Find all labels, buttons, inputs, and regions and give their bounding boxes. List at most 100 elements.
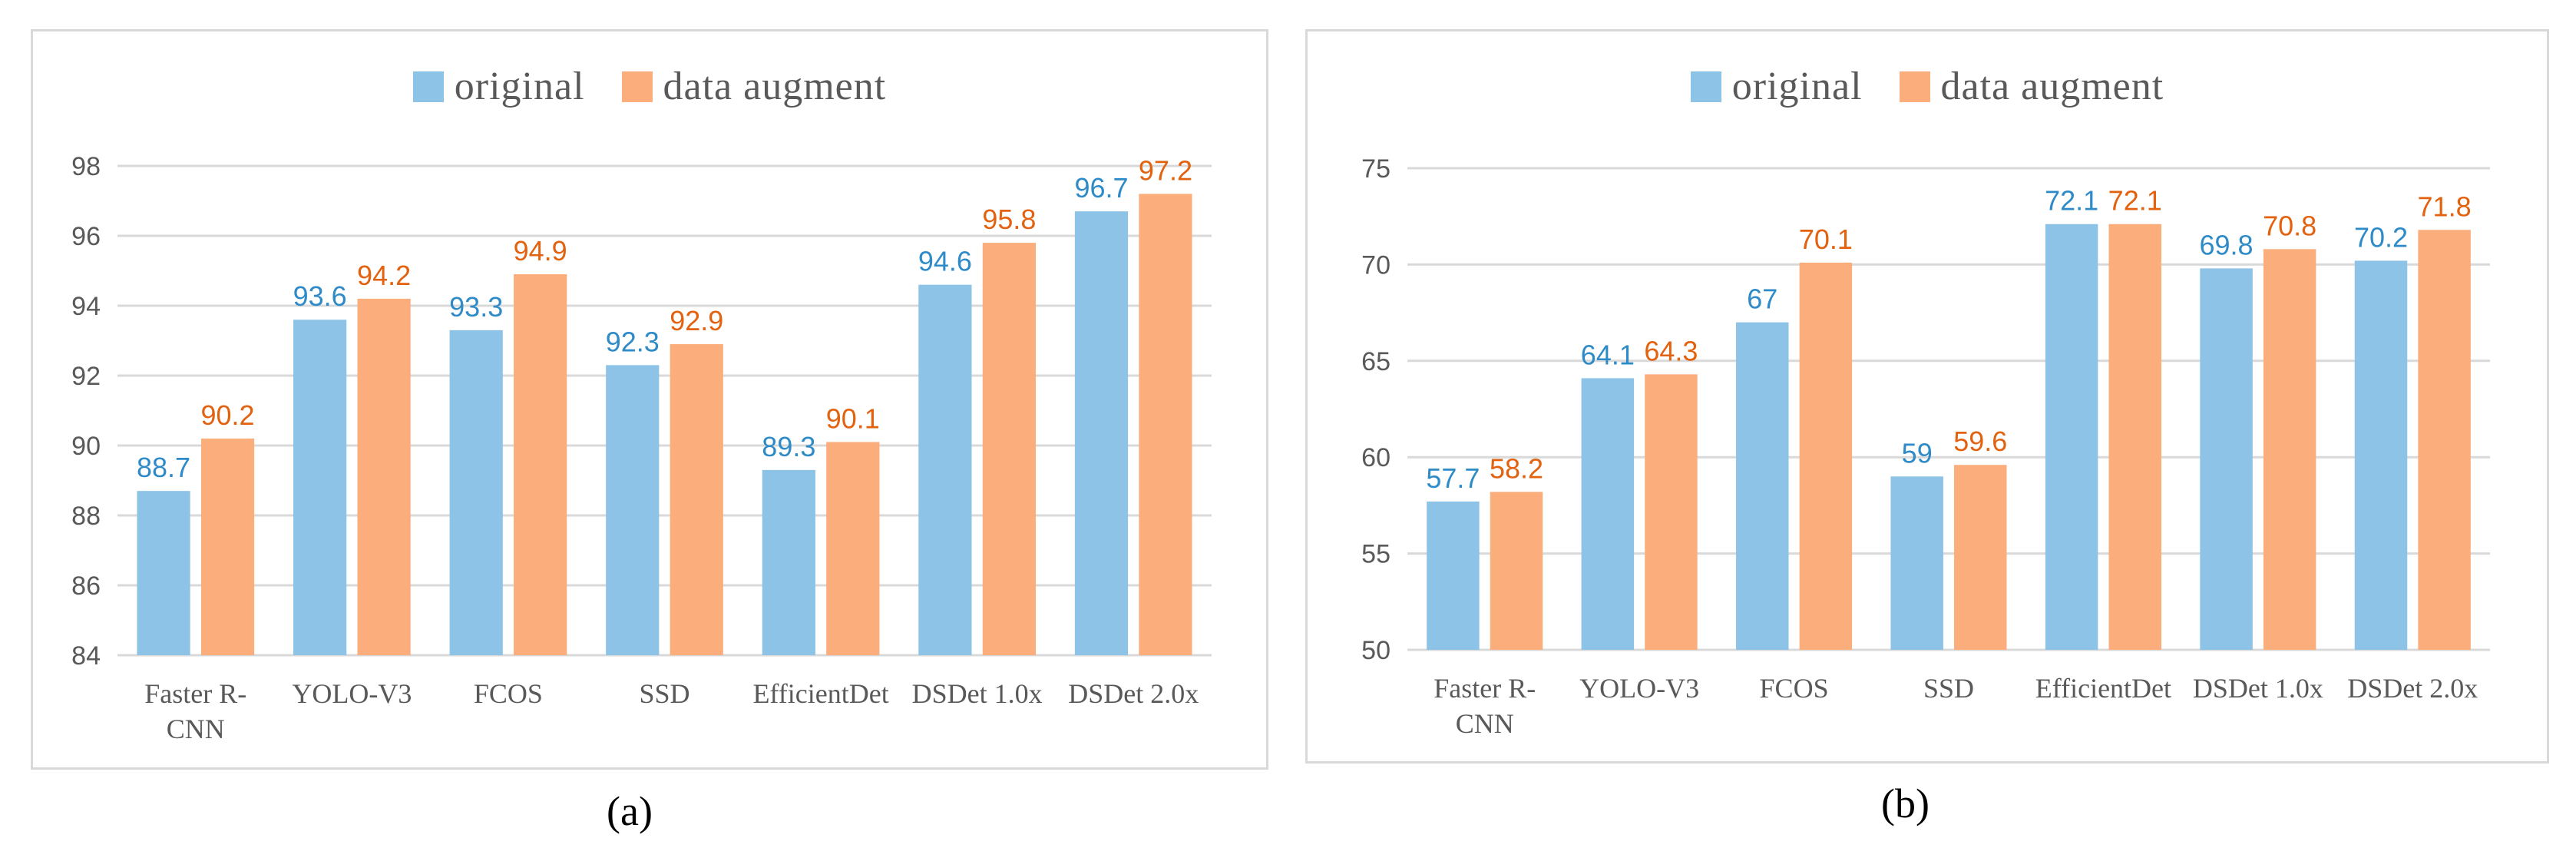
y-tick-label: 96	[71, 222, 101, 251]
data-label-augment: 70.8	[2263, 210, 2316, 241]
data-label-original: 88.7	[137, 452, 190, 483]
x-tick-label: DSDet 2.0x	[2347, 673, 2478, 704]
data-label-original: 92.3	[606, 326, 660, 357]
y-tick-label: 90	[71, 432, 101, 461]
x-tick-label: YOLO-V3	[292, 678, 412, 709]
legend-item-augment: data augment	[1899, 64, 2164, 109]
bar-chart-b: 50 55 60 65 70 75 57.7 58.2 Faster R- CNN 64.1 64.3…	[1361, 154, 2490, 739]
x-tick-label: DSDet 1.0x	[912, 678, 1043, 709]
x-tick-label: EfficientDet	[2035, 673, 2171, 704]
data-label-original: 96.7	[1074, 172, 1128, 204]
data-label-original: 57.7	[1426, 462, 1480, 494]
y-tick-label: 65	[1361, 347, 1391, 376]
bar-augment	[1645, 374, 1698, 650]
bar-original	[1736, 322, 1789, 650]
bar-augment	[2263, 249, 2316, 650]
bar-original	[762, 469, 815, 655]
bar-original	[1581, 378, 1635, 650]
data-label-original: 94.6	[918, 246, 972, 277]
bar-augment	[514, 274, 567, 655]
y-tick-label: 60	[1361, 443, 1391, 472]
data-label-original: 67	[1747, 283, 1777, 315]
y-tick-label: 84	[71, 641, 101, 671]
data-label-augment: 92.9	[670, 305, 723, 336]
data-label-original: 70.2	[2354, 221, 2408, 253]
x-tick-label: FCOS	[1760, 673, 1829, 704]
bar-original	[293, 320, 347, 655]
bar-augment	[1139, 194, 1192, 655]
data-label-augment: 95.8	[982, 204, 1036, 235]
bar-original	[2045, 224, 2098, 650]
x-tick-label: Faster R-	[144, 678, 246, 709]
y-tick-label: 94	[71, 292, 101, 321]
legend-swatch-original	[1690, 71, 1721, 102]
bar-augment	[2108, 224, 2161, 650]
bar-original	[606, 365, 660, 655]
bar-original	[2354, 260, 2408, 650]
data-label-augment: 94.9	[514, 235, 567, 267]
legend-label-augment: data augment	[1940, 65, 2164, 108]
data-label-original: 89.3	[762, 431, 815, 462]
data-label-augment: 71.8	[2418, 190, 2472, 222]
bar-augment	[1954, 465, 2007, 650]
bar-original	[449, 330, 503, 655]
x-tick-label: FCOS	[474, 678, 543, 709]
data-label-original: 93.6	[293, 280, 347, 312]
data-label-augment: 94.2	[357, 260, 411, 291]
legend-item-original: original	[412, 64, 585, 109]
x-tick-label: EfficientDet	[752, 678, 888, 709]
legend-label-original: original	[1731, 65, 1863, 108]
data-label-original: 64.1	[1581, 339, 1635, 370]
legend-swatch-original	[412, 71, 444, 102]
data-label-original: 69.8	[2200, 229, 2254, 260]
bar-augment	[826, 442, 880, 655]
y-tick-label: 55	[1361, 540, 1391, 569]
chart-panel-a: original data augment 84 86 88 90 92 94 96 98 88…	[31, 29, 1268, 770]
caption-b: (b)	[1881, 780, 1930, 827]
y-tick-label: 88	[71, 502, 101, 531]
bar-augment	[982, 243, 1036, 656]
data-label-original: 59	[1902, 437, 1933, 469]
bar-original	[1890, 476, 1943, 650]
bar-augment	[2418, 230, 2471, 651]
y-tick-label: 98	[71, 152, 101, 181]
bar-original	[1427, 501, 1480, 650]
bar-augment	[670, 344, 723, 655]
x-tick-label: SSD	[1923, 673, 1974, 704]
legend-swatch-augment	[1899, 71, 1930, 102]
x-tick-label: CNN	[1456, 708, 1514, 739]
legend: original data augment	[33, 64, 1266, 109]
data-label-augment: 97.2	[1139, 154, 1192, 186]
data-label-augment: 70.1	[1799, 224, 1853, 255]
legend-item-augment: data augment	[621, 64, 887, 109]
legend: original data augment	[1308, 64, 2547, 109]
y-tick-label: 92	[71, 362, 101, 391]
x-tick-label: YOLO-V3	[1579, 673, 1699, 704]
bar-original	[137, 491, 190, 655]
data-label-original: 93.3	[449, 291, 503, 323]
data-label-augment: 90.1	[826, 402, 880, 434]
x-tick-label: DSDet 2.0x	[1068, 678, 1199, 709]
y-tick-label: 70	[1361, 250, 1391, 280]
y-tick-label: 50	[1361, 636, 1391, 665]
bar-augment	[357, 298, 411, 655]
data-label-augment: 90.2	[200, 399, 254, 431]
legend-label-original: original	[454, 65, 585, 108]
data-label-augment: 58.2	[1490, 452, 1543, 484]
data-label-original: 72.1	[2045, 185, 2098, 217]
bar-original	[918, 284, 972, 655]
bar-augment	[200, 438, 255, 655]
legend-item-original: original	[1690, 64, 1863, 109]
bar-original	[1074, 211, 1129, 655]
data-label-augment: 72.1	[2108, 185, 2162, 217]
legend-label-augment: data augment	[663, 65, 887, 108]
bar-augment	[1799, 262, 1853, 650]
bar-augment	[1490, 492, 1543, 650]
chart-panel-b: original data augment 50 55 60 65 70 75 57.7 58…	[1305, 29, 2549, 764]
x-tick-label: DSDet 1.0x	[2193, 673, 2323, 704]
x-tick-label: SSD	[639, 678, 689, 709]
y-tick-label: 75	[1361, 154, 1391, 184]
bar-chart-a: 84 86 88 90 92 94 96 98 88.7 90.2 Faster R- CNN 93.6…	[71, 152, 1212, 744]
legend-swatch-augment	[621, 71, 653, 102]
y-tick-label: 86	[71, 571, 101, 601]
